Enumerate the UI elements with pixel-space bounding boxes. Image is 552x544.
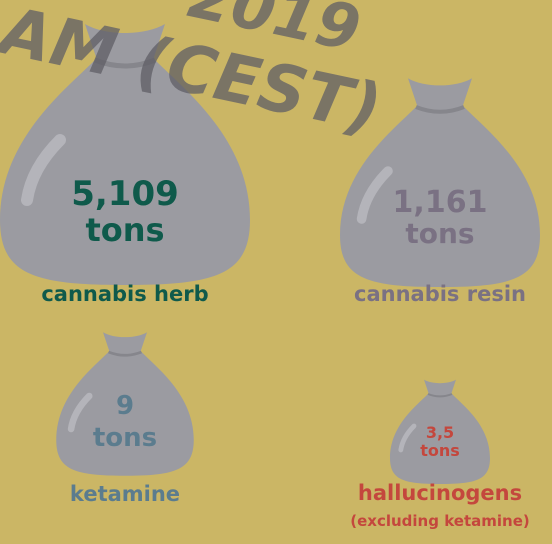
drug-name: cannabis herb xyxy=(41,282,208,306)
bag-value: 9 xyxy=(116,391,134,421)
bag-highlight xyxy=(398,423,417,453)
bag-tie xyxy=(415,105,465,114)
bag-body xyxy=(56,352,194,476)
bag xyxy=(340,78,540,287)
drug-name: hallucinogens xyxy=(358,481,522,505)
bag-knot xyxy=(85,24,165,65)
bag-unit: tons xyxy=(405,217,474,250)
bag xyxy=(56,332,194,476)
bag xyxy=(0,24,250,285)
bag-knot xyxy=(103,332,147,355)
bag-knot xyxy=(424,379,456,396)
bag-value: 3,5 xyxy=(426,423,454,442)
bag-body xyxy=(340,107,540,287)
bag-highlight xyxy=(67,392,93,433)
bag-tie xyxy=(94,57,156,69)
drug-name: cannabis resin xyxy=(354,282,526,306)
bag-unit: tons xyxy=(85,211,164,249)
bag-unit: tons xyxy=(420,441,460,460)
bag-value: 5,109 xyxy=(71,174,179,214)
bag-highlight xyxy=(21,134,66,206)
bag-body xyxy=(0,60,250,285)
bag-value: 1,161 xyxy=(393,185,488,220)
bag-highlight xyxy=(356,166,393,224)
bag xyxy=(390,379,490,484)
bag-tie xyxy=(427,393,453,398)
bag-unit: tons xyxy=(93,423,157,453)
bags xyxy=(0,24,540,484)
drug-note: (excluding ketamine) xyxy=(350,512,529,530)
bag-body xyxy=(390,394,490,484)
drug-name: ketamine xyxy=(70,482,180,506)
bag-tie xyxy=(107,350,143,357)
bag-knot xyxy=(408,78,472,111)
